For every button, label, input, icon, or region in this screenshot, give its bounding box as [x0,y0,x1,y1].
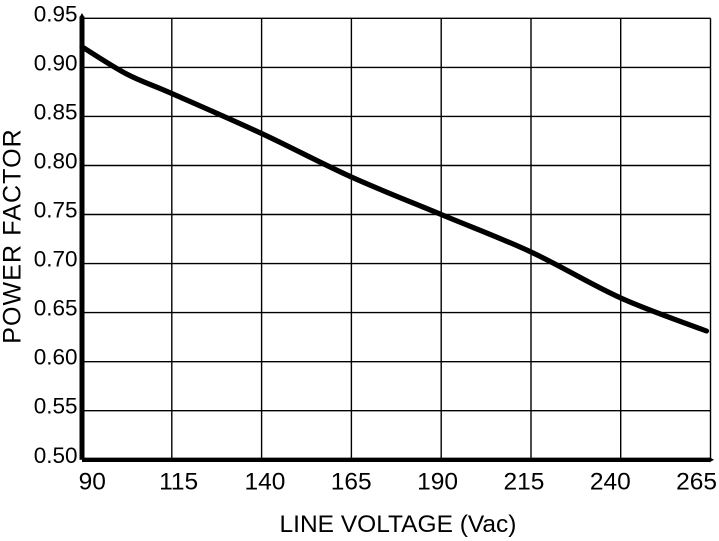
svg-text:POWER FACTOR: POWER FACTOR [0,128,27,344]
svg-text:0.50: 0.50 [34,443,78,468]
svg-text:90: 90 [79,468,106,495]
svg-text:215: 215 [504,468,545,495]
svg-text:0.70: 0.70 [34,247,78,272]
svg-text:0.55: 0.55 [34,394,78,419]
svg-text:165: 165 [331,468,372,495]
svg-text:0.90: 0.90 [34,50,78,75]
svg-text:0.75: 0.75 [34,198,78,223]
svg-text:265: 265 [676,468,717,495]
svg-text:0.95: 0.95 [34,1,78,26]
svg-text:0.60: 0.60 [34,345,78,370]
svg-text:115: 115 [159,468,198,495]
svg-text:0.80: 0.80 [34,149,78,174]
svg-text:240: 240 [590,468,631,495]
svg-text:0.85: 0.85 [34,99,78,124]
svg-text:0.65: 0.65 [34,296,78,321]
svg-text:140: 140 [244,468,285,495]
svg-text:LINE VOLTAGE (Vac): LINE VOLTAGE (Vac) [280,511,517,538]
svg-text:190: 190 [417,468,458,495]
